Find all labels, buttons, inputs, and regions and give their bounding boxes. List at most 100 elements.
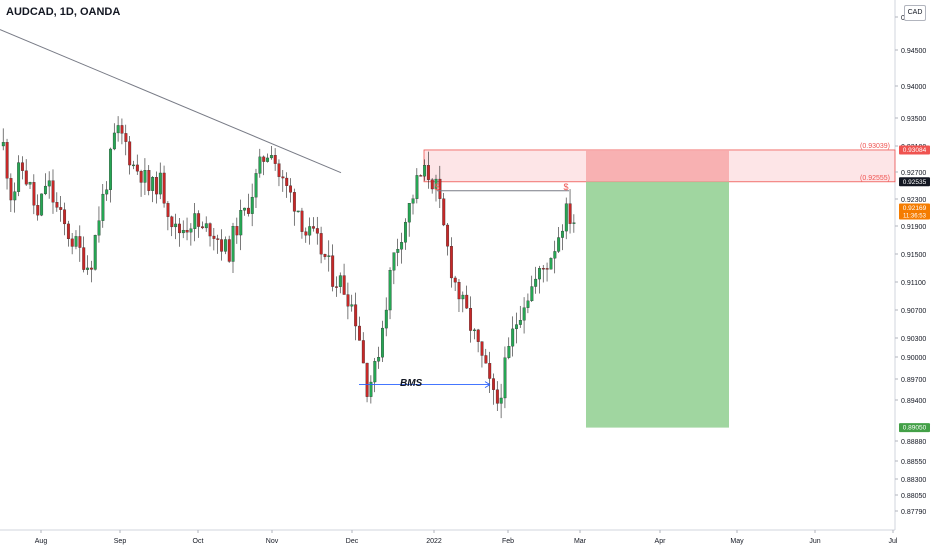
candle-body	[507, 346, 511, 358]
candle-body	[239, 210, 243, 236]
candle-body	[277, 163, 281, 177]
candle-body	[289, 185, 292, 193]
candle-body	[135, 164, 139, 172]
candle-body	[568, 203, 572, 224]
candle-body	[549, 258, 553, 270]
candle-body	[178, 223, 181, 234]
y-tick-label: 0.87790	[901, 509, 926, 516]
x-tick-label: Feb	[502, 538, 514, 545]
candle-body	[419, 175, 423, 177]
candle-body	[522, 307, 526, 321]
candle-body	[461, 294, 465, 300]
candle-body	[40, 193, 44, 216]
candle-body	[223, 239, 227, 252]
candle-body	[296, 210, 300, 213]
candle-body	[438, 178, 442, 199]
x-tick-label: May	[730, 538, 744, 545]
y-tick-label: 0.88050	[901, 493, 926, 500]
candle-body	[227, 239, 231, 262]
candle-body	[411, 198, 415, 204]
y-tick-label: 0.91100	[901, 280, 926, 287]
y-tick-label: 0.88880	[901, 439, 926, 446]
candle-body	[132, 164, 135, 167]
candle-body	[553, 251, 557, 259]
candle-body	[384, 309, 388, 329]
candle-body	[208, 223, 212, 237]
candle-body	[143, 170, 147, 183]
candle-body	[315, 228, 319, 234]
candle-body	[511, 328, 515, 347]
candle-body	[312, 226, 315, 229]
candle-body	[534, 278, 538, 287]
candle-body	[381, 327, 384, 358]
candle-body	[78, 236, 82, 248]
candle-body	[258, 156, 262, 174]
y-tick-label: 0.93500	[901, 116, 926, 123]
candle-body	[281, 176, 285, 179]
y-tick-label: 0.91500	[901, 252, 926, 259]
y-axis: 0.950000.945000.940000.935000.931000.927…	[895, 15, 926, 516]
currency-button[interactable]: CAD	[904, 5, 926, 21]
candle-body	[503, 357, 507, 399]
candle-body	[162, 172, 166, 204]
y-tick-label: 0.92700	[901, 170, 926, 177]
candle-body	[335, 286, 338, 288]
candle-body	[55, 202, 59, 208]
candle-body	[457, 282, 461, 300]
candle-body	[323, 254, 327, 257]
candle-body	[51, 180, 55, 203]
y-tick-label: 0.90700	[901, 308, 926, 315]
badge-upper	[899, 145, 930, 155]
candle-body	[469, 308, 473, 331]
candle-body	[193, 213, 197, 229]
candle-body	[338, 275, 342, 287]
y-tick-label: 0.91900	[901, 224, 926, 231]
x-tick-label: Mar	[574, 538, 587, 545]
x-tick-label: 2022	[426, 538, 442, 545]
candle-body	[28, 182, 32, 185]
candle-body	[300, 210, 304, 232]
candle-body	[499, 397, 503, 404]
y-tick-label: 0.90300	[901, 336, 926, 343]
x-tick-label: Nov	[266, 538, 279, 545]
candle-body	[220, 239, 224, 252]
candle-body	[82, 247, 86, 270]
candle-body	[426, 165, 430, 180]
x-tick-label: Dec	[346, 538, 359, 545]
candle-body	[484, 355, 488, 364]
candle-body	[396, 248, 400, 253]
x-tick-label: Jul	[889, 538, 898, 545]
candle-body	[5, 142, 9, 179]
candle-body	[124, 133, 128, 142]
candle-body	[273, 155, 277, 164]
candle-body	[158, 172, 162, 195]
badge-upper-text: 0.93084	[903, 147, 927, 154]
bms-arrowhead	[484, 381, 491, 388]
candle-body	[74, 236, 78, 247]
x-tick-label: Jun	[809, 538, 820, 545]
candle-body	[541, 268, 545, 270]
candle-body	[423, 165, 427, 177]
y-tick-label: 0.90000	[901, 355, 926, 362]
candle-body	[480, 341, 484, 356]
dollar-marker-right: $	[563, 182, 568, 192]
candle-body	[319, 233, 323, 255]
candle-body	[151, 177, 155, 191]
candle-body	[112, 132, 116, 150]
candle-body	[9, 178, 13, 201]
y-tick-label: 0.89700	[901, 377, 926, 384]
badge-current-subtext: 11:36:53	[903, 214, 927, 220]
candle-body	[358, 325, 361, 341]
candle-body	[388, 270, 392, 311]
candle-body	[403, 221, 407, 243]
candle-body	[66, 223, 70, 240]
badge-lower	[899, 177, 930, 187]
candle-body	[377, 357, 381, 362]
candle-body	[415, 175, 419, 199]
candle-body	[17, 162, 21, 192]
candle-body	[545, 268, 549, 270]
candle-body	[147, 170, 151, 191]
candle-body	[246, 207, 250, 214]
